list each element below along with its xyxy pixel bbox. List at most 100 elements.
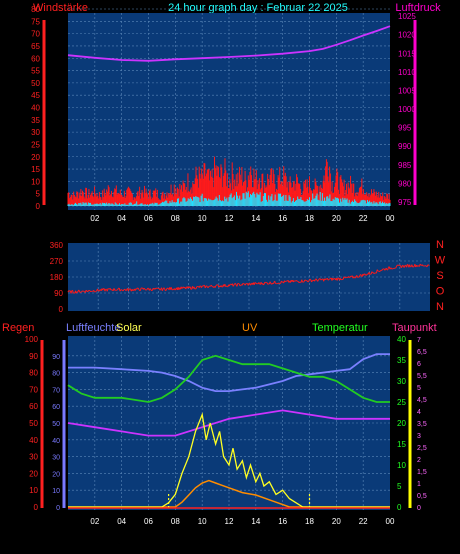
direction-segment	[398, 264, 401, 267]
direction-segment	[137, 287, 140, 290]
direction-segment	[272, 282, 275, 285]
direction-segment	[102, 288, 104, 291]
direction-segment	[195, 286, 198, 289]
x-tick-label: 20	[332, 214, 341, 223]
pressure-tick-label: 975	[398, 198, 412, 207]
humidity-line	[68, 353, 390, 392]
direction-series	[67, 263, 430, 294]
x-tick-label: 06	[144, 214, 153, 223]
direction-segment	[314, 279, 316, 282]
direction-segment	[171, 289, 174, 291]
direction-segment	[417, 265, 420, 267]
pressure-right-ticks: 1025 1020 1015 1010 1005 1000 995 990 985 980 975	[398, 12, 416, 207]
direction-segment	[398, 264, 400, 267]
direction-segment	[284, 280, 287, 283]
direction-segment	[110, 289, 113, 291]
wind-tick-label: 55	[31, 67, 40, 76]
direction-segment	[111, 289, 113, 291]
direction-segment	[275, 282, 277, 285]
humidity-tick-label: 50	[52, 421, 60, 428]
x-tick-label: 14	[251, 214, 260, 223]
direction-segment	[228, 284, 231, 287]
direction-segment	[166, 287, 168, 290]
header-left-label: Windstärke	[33, 2, 88, 14]
direction-segment	[201, 285, 203, 288]
direction-segment	[121, 289, 123, 291]
pressure-line	[67, 25, 391, 62]
humidity-tick-label: 60	[52, 404, 60, 411]
direction-tick-label: 270	[50, 257, 64, 266]
direction-segment	[250, 284, 252, 286]
wind-tick-label: 25	[31, 140, 40, 149]
uv-tick-label: 4,5	[417, 397, 427, 404]
direction-segment	[354, 275, 357, 279]
direction-segment	[149, 288, 152, 291]
pressure-tick-label: 985	[398, 161, 412, 170]
direction-segment	[164, 288, 166, 291]
direction-segment	[232, 284, 235, 287]
direction-segment	[328, 278, 331, 280]
direction-segment	[115, 289, 117, 291]
direction-segment	[70, 290, 73, 294]
wind-tick-label: 30	[31, 128, 40, 137]
humidity-tick-label: 80	[52, 371, 60, 378]
direction-segment	[426, 264, 429, 268]
uv-tick-label: 2	[417, 457, 421, 464]
direction-segment	[385, 267, 388, 271]
direction-segment	[309, 278, 312, 281]
direction-segment	[400, 266, 403, 268]
x-tick-label: 22	[359, 517, 368, 526]
direction-segment	[161, 289, 164, 292]
wind-tick-label: 70	[31, 30, 40, 39]
direction-segment	[195, 288, 197, 290]
uv-tick-label: 6,5	[417, 349, 427, 356]
direction-segment	[379, 270, 382, 272]
pressure-tick-label: 990	[398, 142, 412, 151]
direction-segment	[78, 289, 80, 292]
x-tick-label: 02	[90, 214, 99, 223]
temperature-tick-label: 40	[397, 335, 406, 344]
x-tick-label: 16	[278, 214, 287, 223]
wind-tick-label: 80	[31, 5, 40, 14]
direction-segment	[244, 283, 247, 286]
uv-tick-label: 7	[417, 337, 421, 344]
wind-tick-label: 35	[31, 116, 40, 125]
x-tick-label: 08	[171, 517, 180, 526]
wind-tick-label: 40	[31, 104, 40, 113]
uv-line	[68, 479, 390, 508]
direction-segment	[147, 287, 150, 290]
direction-segment	[360, 274, 362, 276]
direction-segment	[409, 264, 411, 267]
direction-segment	[163, 287, 165, 289]
wind-tick-label: 65	[31, 42, 40, 51]
x-tick-label: 12	[225, 214, 234, 223]
direction-segment	[317, 279, 319, 282]
humidity-tick-label: 10	[52, 488, 60, 495]
direction-segment	[116, 289, 119, 291]
direction-segment	[357, 276, 359, 278]
temperature-tick-label: 20	[397, 419, 406, 428]
compass-label: O	[436, 286, 445, 298]
rain-tick-label: 70	[29, 385, 38, 394]
wind-tick-label: 45	[31, 91, 40, 100]
direction-segment	[411, 264, 414, 268]
direction-segment	[353, 276, 356, 279]
x-tick-label: 16	[278, 517, 287, 526]
solar-label: Solar	[116, 322, 142, 334]
direction-segment	[319, 278, 322, 280]
direction-segment	[79, 291, 82, 294]
direction-segment	[308, 279, 310, 282]
direction-segment	[215, 284, 217, 287]
direction-segment	[151, 289, 153, 292]
direction-segment	[68, 290, 70, 292]
direction-segment	[98, 290, 101, 292]
wind-x-ticks: 02 04 06 08 10 12 14 16 18 20 22 00	[90, 214, 395, 223]
direction-segment	[428, 264, 430, 266]
direction-segment	[365, 274, 367, 276]
direction-segment	[267, 283, 269, 285]
direction-segment	[185, 287, 187, 290]
direction-left-ticks: 360 270 180 90 0	[50, 241, 64, 314]
direction-segment	[143, 287, 146, 290]
direction-segment	[122, 289, 125, 292]
